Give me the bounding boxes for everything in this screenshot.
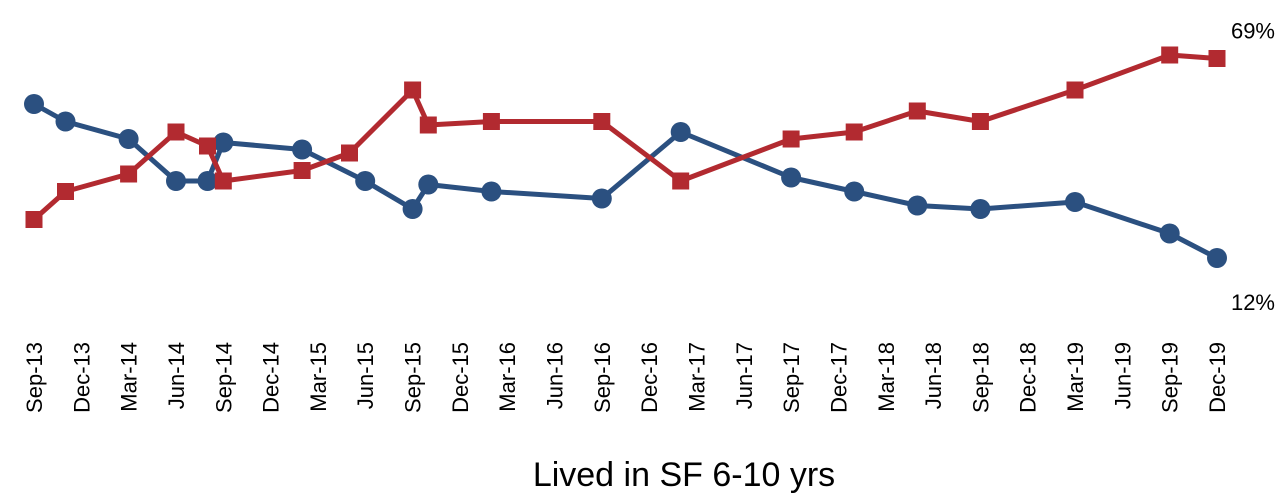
series-markers [24,46,1227,268]
x-tick-label: Jun-15 [353,342,378,409]
series-2-point [672,172,690,190]
series-1-point [55,111,76,132]
x-tick-label: Mar-19 [1063,342,1088,412]
series-2-line [32,52,1218,222]
series-1-point [844,181,865,202]
x-tick-label: Sep-18 [968,342,993,413]
series-2-point [167,123,185,141]
series-1-point [970,199,991,219]
series-1-point [481,181,502,202]
series-1-point [118,129,139,149]
series-2-point [1066,81,1084,99]
x-tick-label: Sep-15 [401,342,426,413]
series-2-point [25,211,43,228]
series-2-point [214,172,232,190]
series-2-end-label: 69% [1231,19,1275,44]
series-1-point [213,132,234,153]
series-2-point [404,81,422,99]
x-tick-label: Jun-18 [921,342,946,409]
x-tick-label: Sep-14 [211,342,236,413]
x-tick-label: Jun-16 [543,342,568,409]
x-tick-label: Mar-18 [874,342,899,412]
series-2-point [199,137,216,155]
x-tick-label: Dec-15 [448,342,473,413]
series-1-point [197,171,218,191]
x-tick-label: Mar-14 [117,342,142,412]
series-2-point [120,165,138,183]
series-2-point [419,116,437,134]
series-2-point [908,102,926,120]
x-tick-label: Dec-19 [1205,342,1230,413]
x-tick-label: Dec-18 [1016,342,1041,413]
series-1-point [1065,192,1085,212]
x-tick-label: Dec-17 [826,342,851,413]
x-tick-label: Sep-16 [590,342,615,413]
series-1-point [292,139,313,160]
x-axis-label: Lived in SF 6-10 yrs [533,456,835,494]
series-2-point [57,183,74,200]
series-1-point [1207,248,1227,268]
x-tick-label: Dec-16 [637,342,662,413]
series-1-end-label: 12% [1231,290,1275,315]
x-tick-label: Dec-13 [69,342,94,413]
series-2-point [1161,46,1179,64]
series-2-point [293,162,311,179]
series-1-point [670,122,691,142]
x-tick-label: Dec-14 [259,342,284,413]
x-tick-label: Mar-16 [495,342,520,412]
x-tick-label: Sep-13 [22,342,47,413]
series-1-point [418,174,439,195]
series-2-point [593,113,611,130]
x-tick-label: Mar-17 [685,342,710,412]
series-lines [32,52,1219,261]
series-1-point [24,94,44,114]
series-1-point [355,171,376,191]
x-tick-label: Sep-19 [1158,342,1183,413]
series-1-point [1159,223,1180,244]
x-tick-label: Jun-17 [732,342,757,409]
x-tick-label: Jun-19 [1110,342,1135,409]
x-tick-label: Mar-15 [306,342,331,412]
series-2-point [971,113,989,130]
series-2-point [1208,50,1226,67]
series-1-point [166,171,186,191]
x-tick-label: Sep-17 [779,342,804,413]
series-2-point [782,130,800,148]
series-1-point [781,167,802,188]
x-tick-label: Jun-14 [164,342,189,409]
series-2-point [341,144,358,162]
series-2-point [845,123,863,141]
x-tick-labels: Sep-13 Dec-13 Mar-14 Jun-14 Sep-14 Dec-14 Mar-… [22,342,1230,413]
series-1-point [907,195,928,216]
end-labels: 12% 69% [1231,19,1275,316]
series-2-point [482,113,500,130]
series-1-point [402,199,423,219]
series-1-point [591,188,612,209]
